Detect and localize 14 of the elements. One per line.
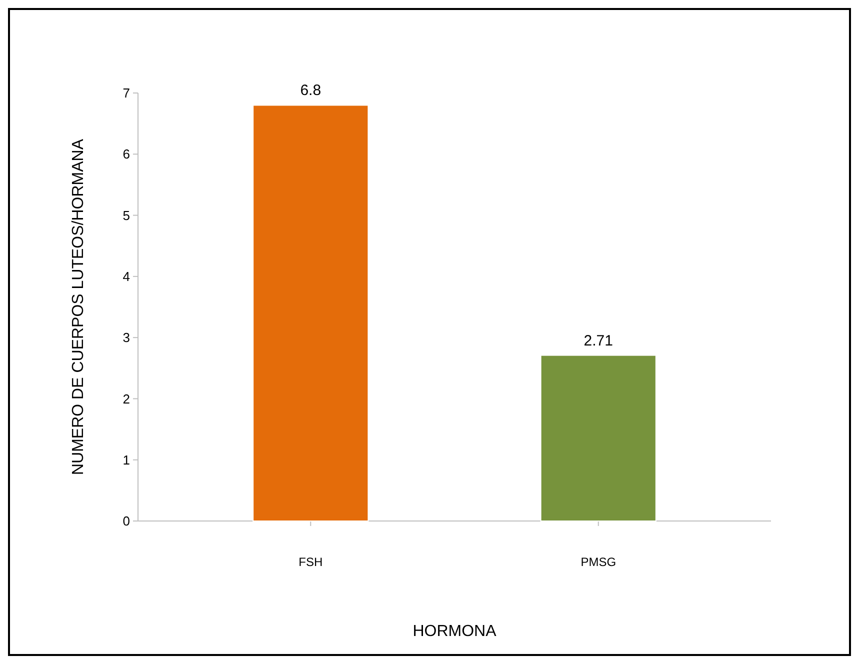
data-label: 6.8 (300, 82, 322, 100)
y-tick-label: 2 (122, 391, 130, 406)
y-tick-label: 6 (122, 146, 130, 162)
data-label: 2.71 (584, 332, 613, 350)
x-tick-label: PMSG (580, 555, 616, 569)
y-axis-title: NUMERO DE CUERPOS LUTEOS/HORMANA (70, 138, 87, 476)
y-tick-label: 1 (122, 452, 130, 468)
x-tick-label: FSH (298, 555, 323, 569)
y-tick-label: 3 (122, 330, 130, 346)
y-tick-label: 0 (122, 514, 130, 529)
y-tick-label: 4 (122, 268, 130, 284)
x-axis-title: HORMONA (412, 623, 497, 640)
y-tick-label: 5 (122, 208, 130, 223)
y-tick-label: 7 (122, 86, 130, 101)
